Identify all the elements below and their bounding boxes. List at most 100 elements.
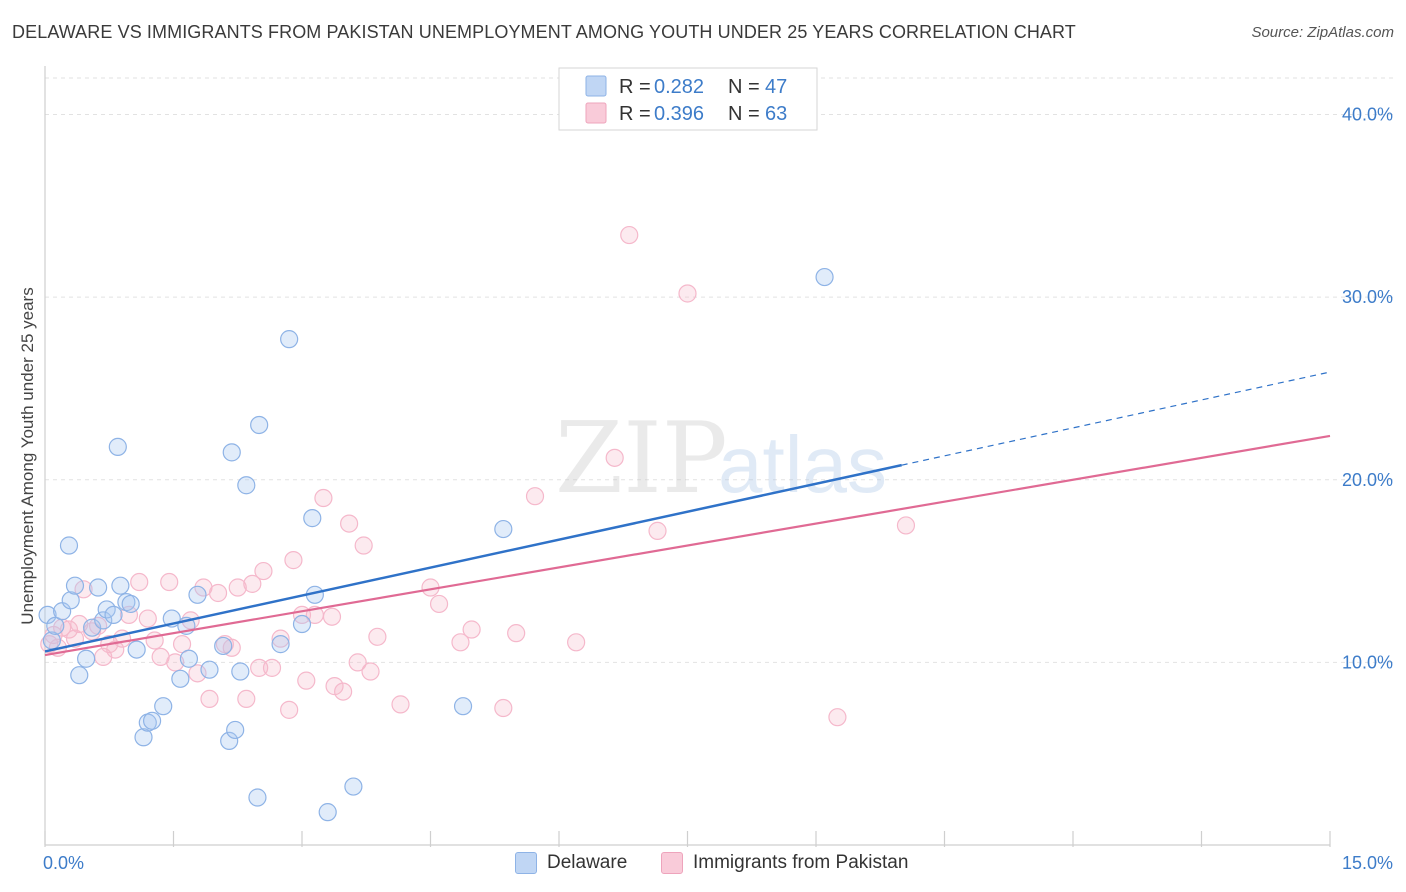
legend-swatch-delaware <box>585 75 607 97</box>
pakistan-point-37 <box>284 551 303 570</box>
x-tick-label-1: 15.0% <box>1342 853 1393 873</box>
delaware-point-42 <box>318 803 337 822</box>
bottom-legend-delaware-label: Delaware <box>547 852 628 873</box>
pakistan-point-41 <box>314 488 333 508</box>
delaware-point-28 <box>200 660 219 679</box>
pakistan-point-47 <box>354 536 373 555</box>
pakistan-point-34 <box>262 658 282 677</box>
pakistan-points <box>40 225 916 727</box>
axes <box>44 66 1331 847</box>
pakistan-point-59 <box>605 448 624 467</box>
delaware-point-11 <box>94 611 113 630</box>
delaware-point-32 <box>226 720 245 740</box>
pakistan-point-54 <box>462 620 481 639</box>
pakistan-point-52 <box>429 594 449 614</box>
pakistan-point-62 <box>678 284 697 303</box>
pakistan-point-30 <box>237 689 256 709</box>
x-tick-labels: 0.0% 15.0% <box>43 853 1393 873</box>
pakistan-point-26 <box>208 583 228 603</box>
delaware-point-22 <box>154 697 173 716</box>
pakistan-point-61 <box>648 521 667 540</box>
delaware-point-14 <box>108 437 127 456</box>
pakistan-point-15 <box>130 572 149 592</box>
delaware-point-34 <box>237 476 256 495</box>
delaware-trend-line <box>44 463 902 653</box>
delaware-point-10 <box>89 578 108 597</box>
delaware-point-39 <box>292 614 312 634</box>
delaware-point-29 <box>214 636 233 656</box>
pakistan-point-64 <box>896 516 916 535</box>
pakistan-point-55 <box>494 698 513 718</box>
y-tick-labels: 10.0% 20.0% 30.0% 40.0% <box>1342 105 1393 673</box>
pakistan-point-49 <box>368 627 387 646</box>
pakistan-point-39 <box>297 671 316 690</box>
bottom-legend: Delaware Immigrants from Pakistan <box>0 852 1406 878</box>
pakistan-point-36 <box>280 700 299 719</box>
legend-pakistan-r-label: R = <box>619 103 651 125</box>
delaware-point-6 <box>65 576 85 595</box>
pakistan-point-53 <box>451 633 470 652</box>
pakistan-point-60 <box>620 225 639 245</box>
y-tick-label-1: 20.0% <box>1342 470 1393 490</box>
delaware-point-35 <box>250 415 269 435</box>
pakistan-point-21 <box>172 635 192 654</box>
delaware-point-2 <box>46 616 65 635</box>
pakistan-point-25 <box>200 689 219 709</box>
gridlines <box>45 77 1395 663</box>
x-tick-label-0: 0.0% <box>43 853 84 873</box>
source-label: Source: ZipAtlas.com <box>1251 24 1394 41</box>
bottom-legend-pakistan-label: Immigrants from Pakistan <box>693 852 909 873</box>
delaware-point-44 <box>453 697 473 716</box>
delaware-trend-extension <box>901 371 1331 466</box>
delaware-point-17 <box>121 594 140 614</box>
delaware-point-4 <box>59 536 79 555</box>
legend-delaware-n-value: 47 <box>765 76 787 98</box>
trend-lines <box>44 371 1331 657</box>
delaware-point-24 <box>171 669 190 688</box>
delaware-point-15 <box>111 576 130 595</box>
pakistan-point-16 <box>138 609 157 628</box>
bottom-legend-delaware: Delaware <box>515 852 627 874</box>
pakistan-point-48 <box>361 662 380 681</box>
delaware-point-40 <box>303 509 322 528</box>
delaware-point-8 <box>77 649 96 668</box>
legend-delaware-r-label: R = <box>619 76 651 98</box>
delaware-point-45 <box>494 519 513 539</box>
delaware-point-37 <box>271 635 290 654</box>
pakistan-point-23 <box>188 664 207 683</box>
pakistan-point-31 <box>243 574 262 593</box>
legend-pakistan-n-value: 63 <box>765 103 787 125</box>
pakistan-point-50 <box>391 695 410 714</box>
delaware-point-31 <box>222 443 241 462</box>
delaware-point-9 <box>83 618 102 637</box>
pakistan-point-44 <box>334 682 353 701</box>
pakistan-point-58 <box>567 633 586 652</box>
bottom-legend-pakistan: Immigrants from Pakistan <box>661 852 908 874</box>
bottom-legend-swatch-pakistan <box>661 852 683 874</box>
pakistan-point-19 <box>160 572 179 592</box>
pakistan-point-42 <box>322 607 342 626</box>
pakistan-point-63 <box>828 708 847 727</box>
y-tick-label-0: 10.0% <box>1342 652 1393 672</box>
bottom-legend-swatch-delaware <box>515 852 537 874</box>
delaware-point-33 <box>231 662 250 681</box>
pakistan-point-29 <box>228 578 247 597</box>
legend-pakistan-n-label: N = <box>728 103 760 125</box>
delaware-point-26 <box>179 649 199 668</box>
pakistan-trend-line <box>44 434 1331 657</box>
delaware-point-46 <box>815 267 834 287</box>
delaware-point-43 <box>344 777 363 796</box>
delaware-point-36 <box>248 788 267 807</box>
delaware-point-7 <box>70 666 89 685</box>
legend-swatch-pakistan <box>585 102 607 124</box>
delaware-point-27 <box>188 585 207 604</box>
delaware-point-21 <box>142 711 162 730</box>
pakistan-point-46 <box>348 653 367 672</box>
delaware-point-30 <box>220 731 239 751</box>
pakistan-point-57 <box>525 487 545 506</box>
delaware-point-5 <box>61 591 80 610</box>
pakistan-point-32 <box>250 658 269 677</box>
legend-delaware-n-label: N = <box>728 76 760 98</box>
watermark: ZIP atlas <box>555 402 887 516</box>
